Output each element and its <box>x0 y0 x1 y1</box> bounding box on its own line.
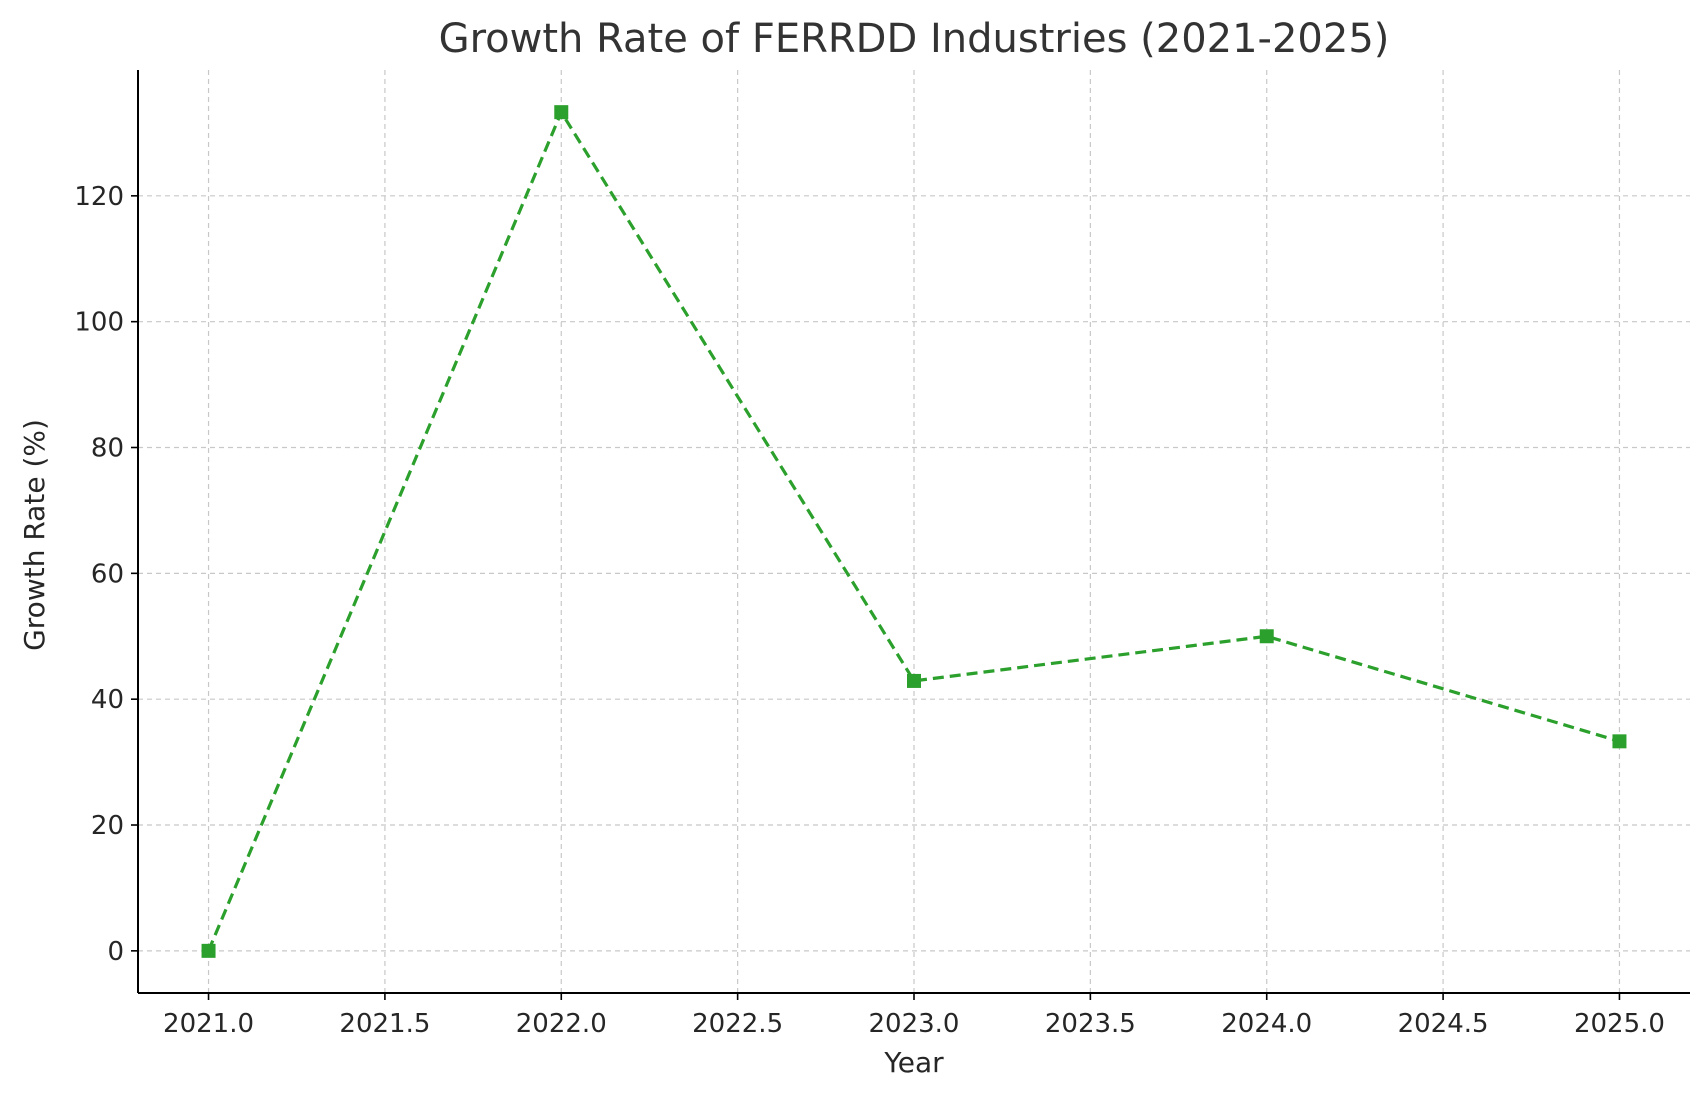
y-tick-label: 100 <box>74 308 124 338</box>
chart-title: Growth Rate of FERRDD Industries (2021-2… <box>439 16 1390 62</box>
y-axis-label: Growth Rate (%) <box>18 419 51 651</box>
data-point-marker <box>1259 629 1274 644</box>
x-tick-label: 2023.5 <box>1045 1009 1136 1039</box>
y-tick-label: 40 <box>91 685 124 715</box>
data-point-marker <box>554 105 569 120</box>
x-axis-ticks: 2021.0 2021.5 2022.0 2022.5 2023.0 2023.5 2024… <box>163 993 1665 1039</box>
x-axis-label: Year <box>883 1046 944 1079</box>
x-tick-label: 2023.0 <box>869 1009 960 1039</box>
y-tick-label: 0 <box>107 937 124 967</box>
y-tick-label: 20 <box>91 811 124 841</box>
data-point-marker <box>1612 734 1627 749</box>
x-tick-label: 2021.5 <box>339 1009 430 1039</box>
y-axis-ticks: 0 20 40 60 80 100 120 <box>74 182 138 967</box>
data-point-marker <box>201 943 216 958</box>
x-tick-label: 2024.0 <box>1221 1009 1312 1039</box>
y-tick-label: 60 <box>91 559 124 589</box>
x-tick-label: 2022.5 <box>692 1009 783 1039</box>
x-tick-label: 2021.0 <box>163 1009 254 1039</box>
y-tick-label: 80 <box>91 434 124 464</box>
data-series <box>201 105 1627 958</box>
x-tick-label: 2024.5 <box>1398 1009 1489 1039</box>
x-tick-label: 2022.0 <box>516 1009 607 1039</box>
series-line <box>207 110 1620 952</box>
x-tick-label: 2025.0 <box>1574 1009 1665 1039</box>
y-tick-label: 120 <box>74 182 124 212</box>
data-point-marker <box>907 673 921 688</box>
grid-lines <box>138 70 1690 993</box>
